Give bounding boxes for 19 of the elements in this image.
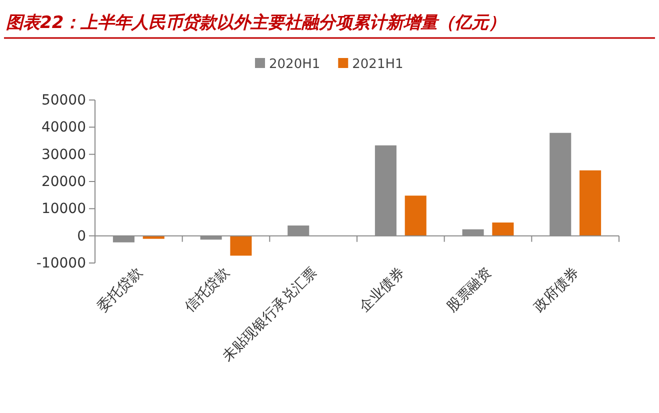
y-tick-label: 10000 — [41, 201, 86, 218]
y-tick-label: 50000 — [41, 92, 86, 108]
x-tick-label: 委托贷款 — [94, 264, 146, 316]
x-tick-label: 政府债券 — [531, 264, 582, 316]
chart-title: 图表22：上半年人民币贷款以外主要社融分项累计新增量（亿元） — [6, 13, 506, 33]
x-tick-label: 股票融资 — [444, 264, 495, 316]
y-tick-label: 30000 — [41, 146, 86, 163]
x-tick-label: 信托贷款 — [182, 264, 233, 316]
bar — [492, 222, 514, 236]
y-tick-label: -10000 — [36, 255, 86, 272]
legend-label: 2020H1 — [269, 57, 320, 72]
bar — [230, 236, 252, 256]
bar — [580, 170, 602, 236]
y-tick-label: 40000 — [41, 120, 86, 136]
y-tick-label: 20000 — [41, 174, 86, 190]
legend-label: 2021H1 — [352, 57, 404, 72]
y-tick-label: 0 — [77, 228, 86, 244]
x-tick-label: 企业债券 — [356, 264, 408, 316]
bar — [404, 196, 426, 236]
